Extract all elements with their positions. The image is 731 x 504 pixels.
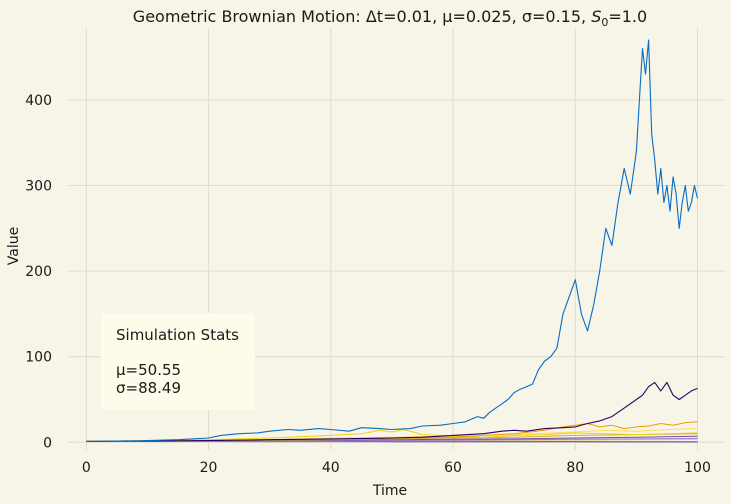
y-tick-label-3: 300 [25,179,52,195]
series-line-3 [86,429,698,442]
x-tick-label-1: 20 [200,460,218,476]
x-tick-label-0: 0 [82,460,91,476]
stats-box-title: Simulation Stats [116,326,239,344]
stats-box-mu: μ=50.55 [116,361,181,379]
x-tick-label-4: 80 [566,460,584,476]
y-tick-label-0: 0 [43,435,52,451]
y-tick-label-4: 400 [25,93,52,109]
stats-box-background [101,313,255,410]
stats-box: Simulation Stats μ=50.55 σ=88.49 [101,313,255,410]
chart-title: Geometric Brownian Motion: Δt=0.01, μ=0.… [133,7,647,29]
tick-layer: 0 20 40 60 80 100 0 100 200 300 400 [25,93,711,476]
x-axis-label: Time [372,483,407,499]
series-layer [86,39,699,443]
chart-title-s-subscript: 0 [601,16,608,29]
chart-title-suffix: =1.0 [608,7,647,26]
y-tick-label-2: 200 [25,264,52,280]
y-axis-label: Value [6,227,22,265]
chart-title-prefix: Geometric Brownian Motion: Δt=0.01, μ=0.… [133,7,591,26]
series-line-0 [86,39,699,442]
y-tick-label-1: 100 [25,350,52,366]
x-tick-label-2: 40 [322,460,340,476]
x-tick-label-3: 60 [444,460,462,476]
series-line-1 [86,381,698,442]
chart-title-s-symbol: S [591,7,601,26]
stats-box-sigma: σ=88.49 [116,379,181,397]
x-tick-label-5: 100 [684,460,711,476]
